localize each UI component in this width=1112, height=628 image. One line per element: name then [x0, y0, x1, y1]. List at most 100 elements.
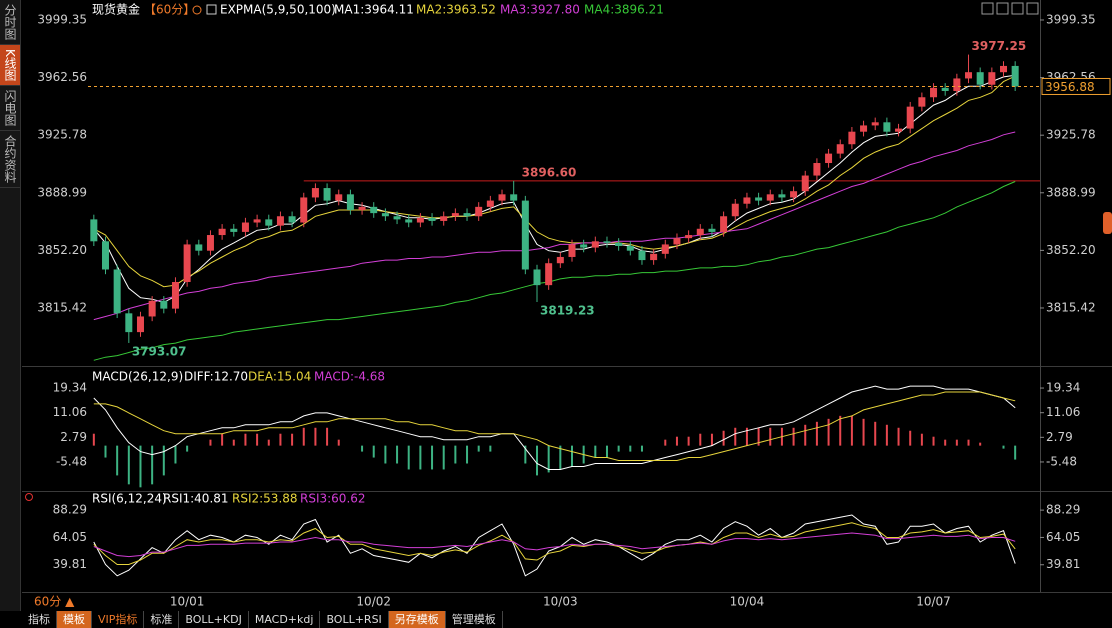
candle-body	[136, 316, 144, 333]
candle-body	[871, 122, 879, 126]
histogram-bar	[151, 445, 154, 485]
candle-body	[311, 188, 319, 198]
toolbar: 指标 模板 VIP指标 标准 BOLL+KDJ MACD+kdj BOLL+RS…	[22, 611, 503, 628]
candle-body	[253, 219, 261, 223]
candle-body	[195, 244, 203, 251]
histogram-bar	[769, 427, 772, 446]
histogram-bar	[174, 445, 177, 464]
histogram-bar	[407, 445, 410, 470]
histogram-bar	[442, 445, 445, 470]
candle-body	[288, 216, 296, 223]
side-tab[interactable]: 合约资料	[0, 131, 20, 188]
toolbar-tab[interactable]: 另存模板	[388, 611, 446, 628]
candle-body	[860, 125, 868, 132]
candle-body	[218, 228, 226, 236]
x-tick-label: 10/04	[730, 595, 765, 609]
series-line	[93, 522, 1016, 565]
candle-body	[720, 216, 728, 232]
histogram-bar	[244, 433, 247, 446]
histogram-bar	[267, 439, 270, 446]
side-tab[interactable]: 闪电图	[0, 86, 20, 131]
histogram-bar	[466, 445, 469, 464]
y-tick-label: 2.79	[60, 430, 87, 444]
y-tick-label: -5.48	[1046, 454, 1077, 468]
candle-body	[591, 241, 599, 248]
indicator-icon[interactable]	[25, 493, 33, 501]
histogram-bar	[232, 439, 235, 446]
histogram-bar	[139, 445, 142, 488]
toolbar-tab[interactable]: BOLL+KDJ	[179, 611, 249, 628]
histogram-bar	[874, 421, 877, 446]
histogram-bar	[1014, 445, 1017, 460]
legend-entry: RSI2:53.88	[232, 492, 298, 506]
x-tick-label: 10/07	[916, 595, 951, 609]
histogram-bar	[1002, 445, 1005, 449]
legend-entry: MA2:3963.52	[416, 3, 496, 17]
icon[interactable]	[1011, 2, 1024, 15]
candle-body	[323, 188, 331, 201]
histogram-bar	[127, 445, 130, 485]
y-tick-label: 3888.99	[1046, 185, 1096, 199]
histogram-bar	[757, 427, 760, 446]
side-tab[interactable]: K线图	[0, 45, 20, 86]
histogram-bar	[559, 445, 562, 470]
indicator-name: RSI(6,12,24)	[92, 492, 167, 506]
candle-body	[183, 244, 191, 283]
candle-body	[941, 87, 949, 91]
icon[interactable]	[1026, 2, 1039, 15]
icon[interactable]	[981, 2, 994, 15]
candle-body	[801, 175, 809, 192]
candle-body	[906, 106, 914, 129]
y-tick-label: -5.48	[56, 454, 87, 468]
histogram-bar	[489, 445, 492, 452]
y-tick-label: 3852.20	[1046, 243, 1096, 257]
histogram-bar	[291, 433, 294, 446]
side-tab[interactable]: 分时图	[0, 0, 20, 45]
candle-body	[300, 197, 308, 223]
toolbar-tab[interactable]: 标准	[144, 611, 180, 628]
candle-body	[673, 238, 681, 245]
candle-body	[836, 144, 844, 154]
histogram-bar	[594, 445, 597, 458]
candle-body	[790, 191, 798, 198]
legend-entry: DIFF:12.70	[184, 370, 248, 384]
histogram-bar	[326, 427, 329, 446]
y-tick-label: 3925.78	[37, 128, 87, 142]
icon[interactable]	[996, 2, 1009, 15]
toolbar-tab[interactable]: MACD+kdj	[249, 611, 321, 628]
legend-entry: MA1:3964.11	[334, 3, 414, 17]
period-selector[interactable]: 60分 ▲	[34, 595, 75, 609]
series-line	[93, 75, 1016, 288]
last-price-label: 3956.88	[1045, 80, 1095, 94]
y-tick-label: 19.34	[53, 381, 87, 395]
histogram-bar	[827, 418, 830, 446]
histogram-bar	[116, 445, 119, 476]
toolbar-tab[interactable]: 模板	[57, 611, 92, 628]
histogram-bar	[722, 430, 725, 446]
toolbar-tab[interactable]: VIP指标	[92, 611, 145, 628]
period-label: 【60分】	[144, 3, 195, 17]
y-tick-label: 88.29	[1046, 503, 1080, 517]
extreme-label: 3819.23	[540, 304, 595, 318]
histogram-bar	[431, 445, 434, 470]
side-handle[interactable]	[1103, 212, 1112, 234]
histogram-bar	[279, 433, 282, 446]
candle-body	[918, 97, 926, 107]
toolbar-tab[interactable]: BOLL+RSI	[320, 611, 389, 628]
histogram-bar	[944, 439, 947, 446]
y-tick-label: 3999.35	[37, 12, 87, 26]
histogram-bar	[209, 439, 212, 446]
candle-body	[545, 263, 553, 286]
y-tick-label: 64.05	[1046, 530, 1080, 544]
candle-body	[428, 217, 436, 221]
candle-body	[370, 206, 378, 214]
toolbar-tab[interactable]: 指标	[22, 611, 57, 628]
candle-body	[533, 269, 541, 286]
histogram-bar	[477, 445, 480, 452]
legend-entry: RSI1:40.81	[163, 492, 229, 506]
toolbar-tab[interactable]: 管理模板	[446, 611, 503, 628]
series-line	[93, 181, 1016, 361]
histogram-bar	[710, 433, 713, 446]
y-tick-label: 3852.20	[37, 243, 87, 257]
candle-body	[451, 213, 459, 217]
